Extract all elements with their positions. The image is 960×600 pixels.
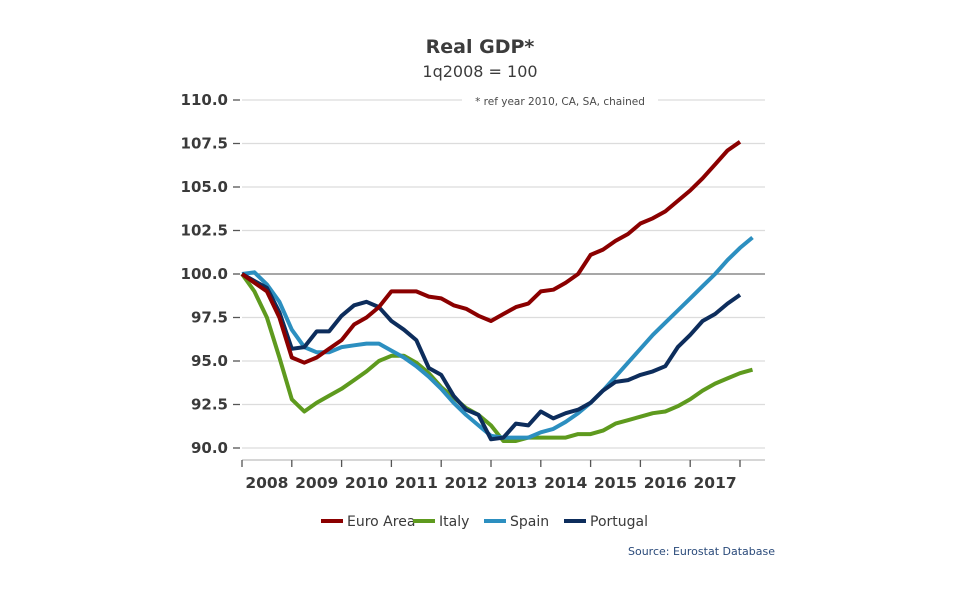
series-line-portugal xyxy=(241,272,742,442)
x-tick-label: 2013 xyxy=(494,474,537,492)
x-tick-label: 2014 xyxy=(544,474,587,492)
series-line-euro-area xyxy=(240,140,742,365)
legend-item-euro-area: Euro Area xyxy=(321,514,415,530)
chart-subtitle: 1q2008 = 100 xyxy=(422,62,537,81)
source-note: Source: Eurostat Database xyxy=(628,545,775,558)
x-tick-label: 2011 xyxy=(395,474,438,492)
chart-footnote: * ref year 2010, CA, SA, chained xyxy=(475,96,645,108)
y-tick-label: 102.5 xyxy=(181,222,228,240)
legend-label: Spain xyxy=(510,514,549,530)
y-tick-label: 107.5 xyxy=(181,135,228,153)
y-tick-label: 92.5 xyxy=(191,396,228,414)
x-tick-label: 2010 xyxy=(345,474,388,492)
y-tick-label: 95.0 xyxy=(191,352,228,370)
gridlines xyxy=(242,99,765,449)
series-line-italy xyxy=(240,272,754,443)
legend-label: Portugal xyxy=(590,514,648,530)
legend-label: Italy xyxy=(439,514,469,530)
x-tick-label: 2017 xyxy=(694,474,737,492)
y-tick-label: 97.5 xyxy=(191,309,228,327)
x-tick-label: 2015 xyxy=(594,474,637,492)
y-axis: 110.0 107.5 105.0 102.5 100.0 97.5 95.0 92.5 90.… xyxy=(181,91,240,457)
y-tick-label: 90.0 xyxy=(191,439,228,457)
note-background xyxy=(462,93,658,109)
chart-title: Real GDP* xyxy=(426,36,535,58)
x-tick-label: 2016 xyxy=(644,474,687,492)
legend-item-spain: Spain xyxy=(484,514,549,530)
legend-item-italy: Italy xyxy=(413,514,469,530)
y-tick-label: 110.0 xyxy=(181,91,228,109)
legend-item-portugal: Portugal xyxy=(564,514,648,530)
y-tick-label: 100.0 xyxy=(181,265,228,283)
x-axis: 2008 2009 2010 2011 2012 2013 2014 2015 2016 2017 xyxy=(241,459,765,492)
legend: Euro Area Italy Spain Portugal xyxy=(321,514,648,530)
y-tick-label: 105.0 xyxy=(181,178,228,196)
series-lines xyxy=(240,140,754,443)
x-tick-label: 2009 xyxy=(295,474,338,492)
legend-label: Euro Area xyxy=(347,514,415,530)
x-tick-label: 2008 xyxy=(245,474,288,492)
x-tick-label: 2012 xyxy=(445,474,488,492)
